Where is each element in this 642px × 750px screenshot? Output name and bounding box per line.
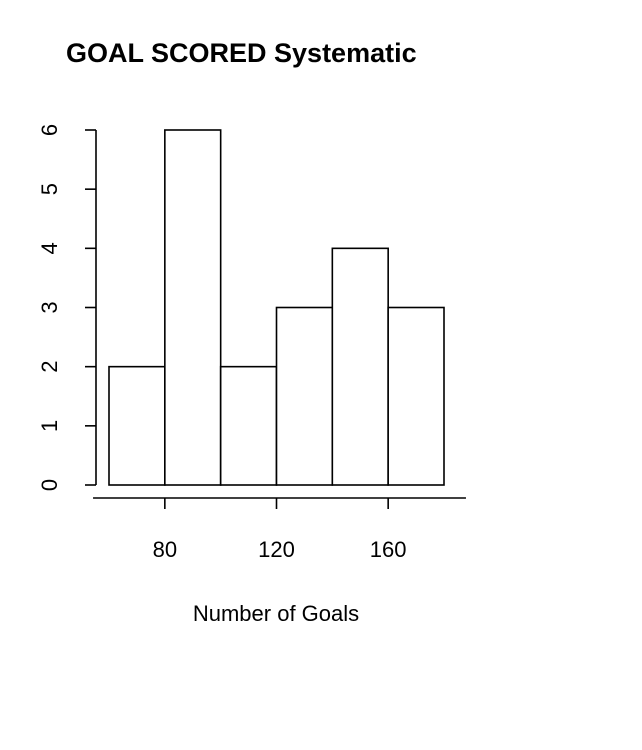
histogram-bar [331, 247, 389, 486]
y-tick-label: 0 [37, 479, 62, 491]
histogram-bar [164, 129, 222, 486]
x-tick-label: 160 [370, 537, 407, 562]
histogram-bar [108, 365, 166, 486]
x-tick-label: 80 [153, 537, 177, 562]
x-tick-label: 120 [258, 537, 295, 562]
histogram-bar [219, 365, 278, 486]
bars-group [108, 129, 445, 486]
y-tick-label: 6 [37, 124, 62, 136]
chart-title: GOAL SCORED Systematic [66, 38, 417, 68]
x-axis: 80 120 160 [93, 497, 466, 562]
y-tick-label: 1 [37, 420, 62, 432]
y-tick-label: 3 [37, 301, 62, 313]
y-tick-label: 2 [37, 361, 62, 373]
histogram-bar [387, 306, 445, 486]
y-tick-label: 4 [37, 242, 62, 254]
y-tick-label: 5 [37, 183, 62, 195]
y-axis: 0 1 2 3 4 5 6 [37, 124, 97, 491]
histogram-bar [275, 306, 334, 486]
x-axis-label: Number of Goals [193, 601, 359, 626]
